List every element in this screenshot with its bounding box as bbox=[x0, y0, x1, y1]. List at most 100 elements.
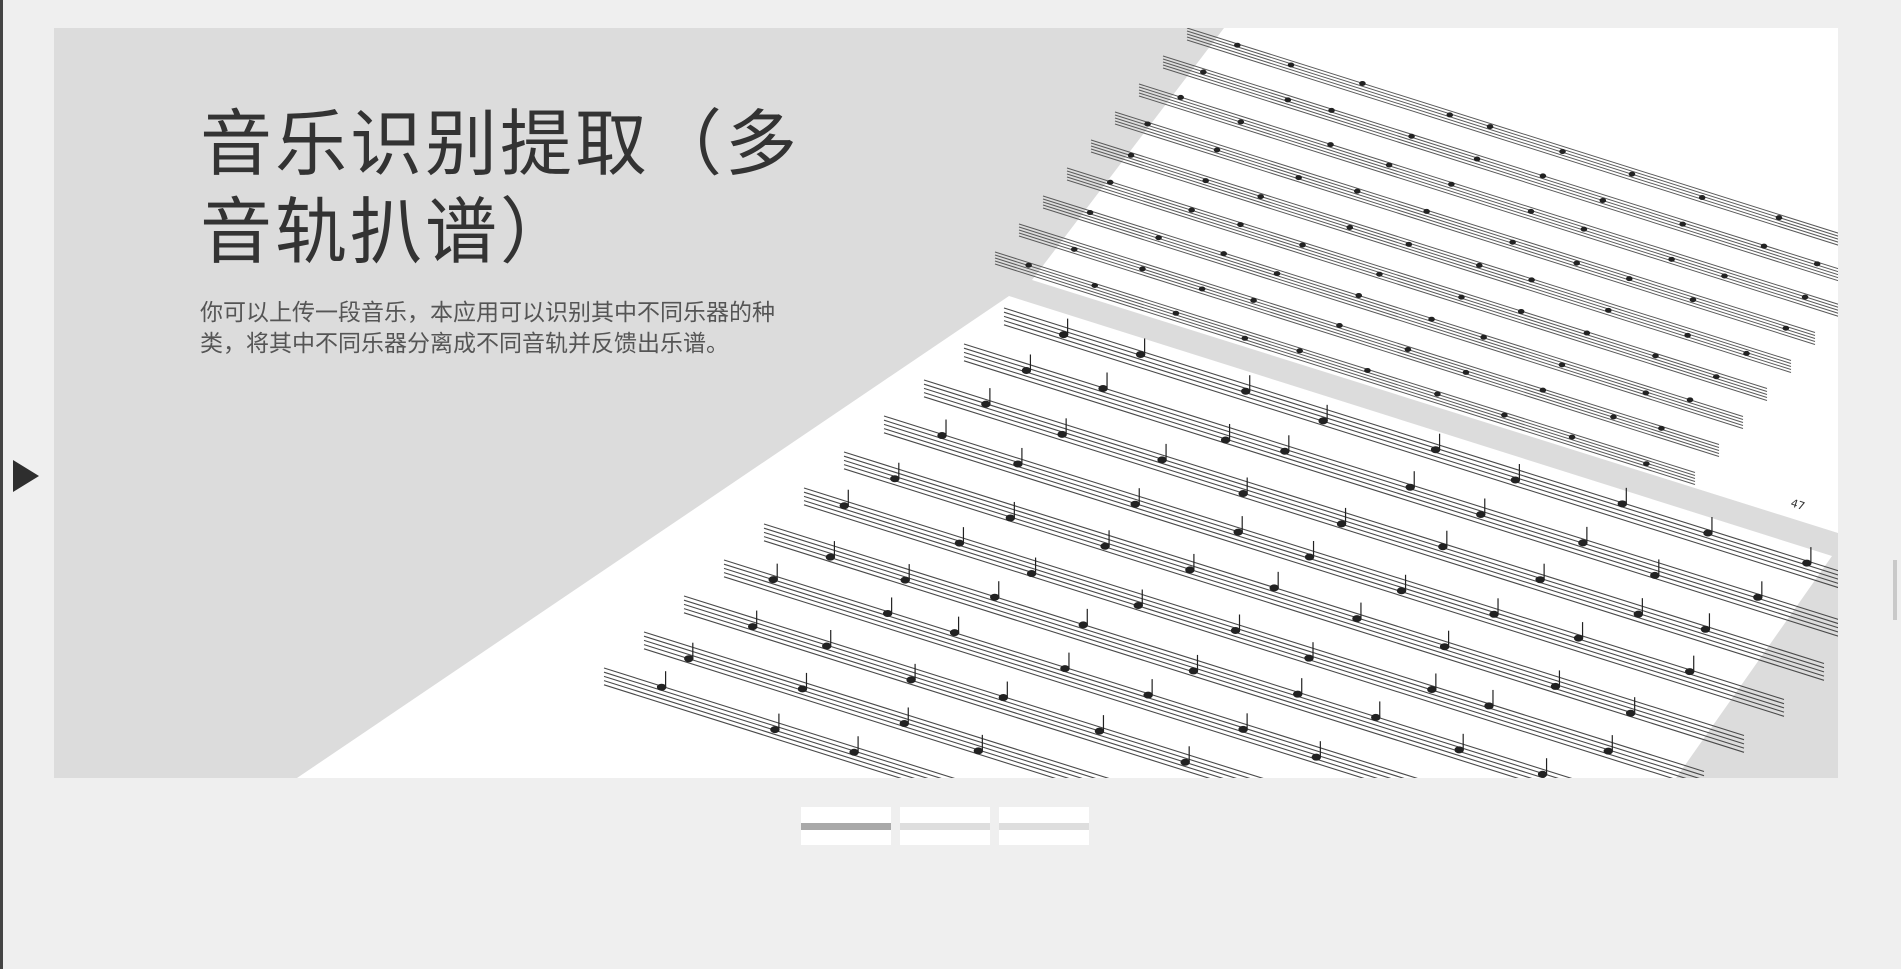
note-head bbox=[1359, 80, 1366, 86]
staff-line bbox=[683, 612, 1211, 778]
note-head bbox=[747, 623, 758, 631]
note-head bbox=[899, 719, 909, 727]
note-head bbox=[1106, 179, 1114, 185]
staff-line bbox=[1090, 139, 1792, 361]
staff-line bbox=[883, 432, 1785, 717]
note-head bbox=[1230, 626, 1241, 634]
note-head bbox=[1241, 335, 1249, 341]
note-head bbox=[1376, 271, 1383, 277]
note-head bbox=[1327, 142, 1334, 148]
note-head bbox=[1202, 178, 1209, 184]
staff-line bbox=[1162, 55, 1838, 270]
note-head bbox=[1633, 610, 1644, 618]
note-head bbox=[825, 553, 836, 561]
note-head bbox=[1355, 292, 1363, 298]
note-head bbox=[1782, 325, 1790, 331]
note-head bbox=[768, 576, 778, 584]
staff-line bbox=[603, 667, 956, 778]
staff-line bbox=[994, 260, 1696, 482]
note-head bbox=[1578, 539, 1588, 547]
note-head bbox=[1535, 576, 1545, 584]
note-head bbox=[1703, 529, 1713, 537]
note-head bbox=[1180, 758, 1190, 766]
note-head bbox=[981, 400, 991, 408]
note-head bbox=[1139, 266, 1146, 272]
staff-line bbox=[1162, 58, 1838, 273]
note-head bbox=[1238, 490, 1248, 498]
note-head bbox=[1025, 262, 1032, 268]
note-head bbox=[1603, 747, 1613, 755]
staff-line bbox=[994, 257, 1696, 479]
note-head bbox=[954, 539, 965, 547]
staff-line bbox=[723, 567, 1392, 778]
note-head bbox=[1405, 483, 1415, 491]
staff-line bbox=[643, 631, 1110, 778]
staff-line bbox=[963, 360, 1838, 637]
note-head bbox=[1473, 156, 1481, 162]
staff-line bbox=[683, 595, 1264, 778]
staff-line bbox=[643, 639, 1083, 778]
staff-line bbox=[1042, 204, 1744, 426]
staff-line bbox=[1066, 176, 1768, 398]
slide-caption: 音乐识别提取（多 音轨扒谱） 你可以上传一段音乐，本应用可以识别其中不同乐器的种… bbox=[200, 100, 820, 360]
staff-line bbox=[1186, 36, 1838, 243]
note-head bbox=[1583, 330, 1591, 336]
note-head bbox=[1721, 273, 1728, 279]
note-head bbox=[1233, 528, 1243, 536]
note-head bbox=[1269, 584, 1279, 592]
note-head bbox=[1642, 390, 1650, 396]
staff-line bbox=[883, 423, 1785, 709]
note-head bbox=[1299, 242, 1306, 248]
staff-line bbox=[723, 559, 1418, 778]
note-head bbox=[1605, 307, 1612, 313]
note-head bbox=[1318, 417, 1328, 425]
staff-line bbox=[643, 648, 1056, 778]
note-head bbox=[1489, 610, 1499, 618]
staff-line bbox=[1018, 229, 1720, 451]
staff-line bbox=[1114, 117, 1816, 339]
note-head bbox=[1558, 362, 1566, 368]
note-head bbox=[1273, 271, 1281, 277]
note-head bbox=[1213, 147, 1221, 153]
staff-line bbox=[1138, 83, 1838, 305]
note-head bbox=[1517, 308, 1525, 314]
note-head bbox=[973, 747, 984, 755]
note-head bbox=[770, 726, 780, 734]
music-notes bbox=[656, 42, 1821, 778]
note-head bbox=[1760, 243, 1768, 249]
note-head bbox=[1364, 367, 1371, 373]
carousel-indicator-1[interactable] bbox=[801, 807, 891, 845]
sheet-page-number: 47 bbox=[1789, 496, 1806, 513]
carousel-indicators bbox=[801, 807, 1089, 845]
note-head bbox=[1284, 97, 1292, 103]
note-head bbox=[1295, 175, 1302, 181]
note-head bbox=[1144, 121, 1151, 127]
staff-line bbox=[1162, 67, 1838, 282]
note-head bbox=[1599, 197, 1607, 203]
note-head bbox=[1404, 346, 1412, 352]
play-triangle-icon[interactable] bbox=[13, 460, 39, 492]
note-head bbox=[797, 685, 808, 693]
note-head bbox=[684, 655, 694, 663]
note-head bbox=[1188, 667, 1199, 675]
sheet-music-illustration: 47 bbox=[297, 28, 1838, 778]
scrollbar[interactable] bbox=[1893, 560, 1897, 620]
note-head bbox=[1448, 181, 1455, 187]
note-head bbox=[1476, 510, 1486, 518]
note-head bbox=[1428, 316, 1435, 322]
note-head bbox=[1220, 251, 1228, 257]
note-head bbox=[1237, 119, 1245, 125]
note-head bbox=[1135, 350, 1146, 358]
staff-line bbox=[883, 415, 1785, 701]
staff-line bbox=[683, 603, 1237, 778]
note-head bbox=[1438, 543, 1448, 551]
carousel-indicator-2[interactable] bbox=[900, 807, 990, 845]
slide-title-line2: 音轨扒谱） bbox=[200, 190, 576, 274]
staff-line bbox=[723, 563, 1405, 778]
staff-line bbox=[1090, 151, 1792, 373]
carousel-indicator-3[interactable] bbox=[999, 807, 1089, 845]
note-head bbox=[822, 642, 832, 650]
staff-line bbox=[763, 531, 1546, 778]
staff-line bbox=[963, 351, 1838, 629]
